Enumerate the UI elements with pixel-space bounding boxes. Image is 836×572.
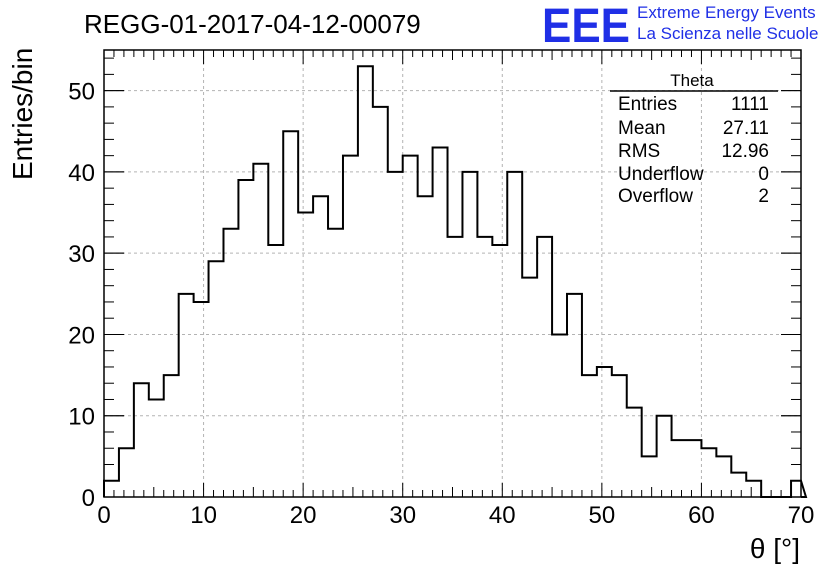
histogram-bin (179, 294, 194, 497)
stats-label-mean: Mean (618, 118, 666, 139)
eee-logo-icon: EEE (542, 0, 630, 53)
stats-box: Theta Entries 1111 Mean 27.11 RMS 12.96 … (610, 71, 778, 207)
stats-value-rms: 12.96 (721, 141, 769, 162)
histogram-bin (403, 156, 418, 497)
histogram-bin (433, 148, 448, 497)
stats-title: Theta (670, 71, 714, 90)
x-tick-label: 10 (190, 502, 217, 529)
histogram-bin (657, 416, 672, 497)
stats-value-entries: 1111 (731, 94, 769, 115)
histogram-bin (627, 408, 642, 497)
histogram-bin (462, 172, 477, 497)
stats-value-mean: 27.11 (723, 118, 769, 139)
histogram-bin (209, 261, 224, 497)
y-axis-title: Entries/bin (7, 48, 38, 180)
histogram-bin (313, 196, 328, 497)
histogram-bin (612, 375, 627, 497)
histogram-bin (253, 164, 268, 497)
y-tick-label: 30 (68, 241, 95, 268)
histogram-series (103, 65, 808, 498)
histogram-bin (552, 334, 567, 497)
stats-label-overflow: Overflow (618, 186, 693, 207)
histogram-bin (358, 66, 373, 497)
stats-label-rms: RMS (618, 141, 660, 162)
stats-label-entries: Entries (618, 94, 677, 115)
histogram-bin (343, 156, 358, 497)
histogram-bin (507, 172, 522, 497)
y-tick-label: 10 (68, 404, 95, 431)
x-tick-label: 50 (589, 502, 616, 529)
histogram-bin (298, 213, 313, 497)
x-tick-label: 30 (389, 502, 416, 529)
histogram-bin (582, 375, 597, 497)
histogram-bin (642, 456, 657, 497)
histogram-bin (194, 302, 209, 497)
eee-logo-line2: La Scienza nelle Scuole (637, 24, 818, 43)
histogram-bin (522, 278, 537, 497)
histogram-bin (328, 229, 343, 497)
y-tick-label: 40 (68, 160, 95, 187)
stats-value-overflow: 2 (758, 186, 769, 207)
grid-lines (104, 50, 801, 497)
histogram-bin (477, 237, 492, 497)
x-tick-label: 40 (489, 502, 516, 529)
histogram-bin (119, 448, 134, 497)
histogram-bin (716, 456, 731, 497)
x-tick-label: 60 (688, 502, 715, 529)
histogram-bin (149, 399, 164, 497)
histogram-bin (104, 481, 119, 497)
x-tick-label: 70 (788, 502, 815, 529)
chart-title: REGG-01-2017-04-12-00079 (84, 9, 421, 39)
histogram-bin (448, 237, 463, 497)
histogram-bin (223, 229, 238, 497)
x-tick-label: 20 (290, 502, 317, 529)
histogram-bin (373, 107, 388, 497)
eee-logo-line1: Extreme Energy Events (637, 3, 816, 22)
histogram-bin (283, 131, 298, 497)
histogram-bin (134, 383, 149, 497)
histogram-bin (164, 375, 179, 497)
y-tick-label: 50 (68, 79, 95, 106)
histogram-bin (791, 481, 801, 497)
histogram-bin (537, 237, 552, 497)
histogram-bin (567, 294, 582, 497)
histogram-bin (731, 473, 746, 497)
stats-label-underflow: Underflow (618, 164, 704, 185)
x-tick-label: 0 (97, 502, 110, 529)
x-axis-title: θ [°] (750, 533, 800, 564)
y-tick-label: 20 (68, 322, 95, 349)
y-tick-label: 0 (82, 485, 95, 512)
histogram-bin (701, 448, 716, 497)
histogram-bin (597, 367, 612, 497)
histogram-bin (672, 440, 687, 497)
histogram-bin (418, 196, 433, 497)
histogram-bin (388, 172, 403, 497)
stats-value-underflow: 0 (758, 164, 769, 185)
histogram-bin (746, 481, 761, 497)
histogram-bin (238, 180, 253, 497)
histogram-bin (268, 245, 283, 497)
histogram-outline (103, 65, 808, 498)
histogram-bin (492, 245, 507, 497)
axis-ticks (103, 50, 802, 498)
histogram-bin (686, 440, 701, 497)
